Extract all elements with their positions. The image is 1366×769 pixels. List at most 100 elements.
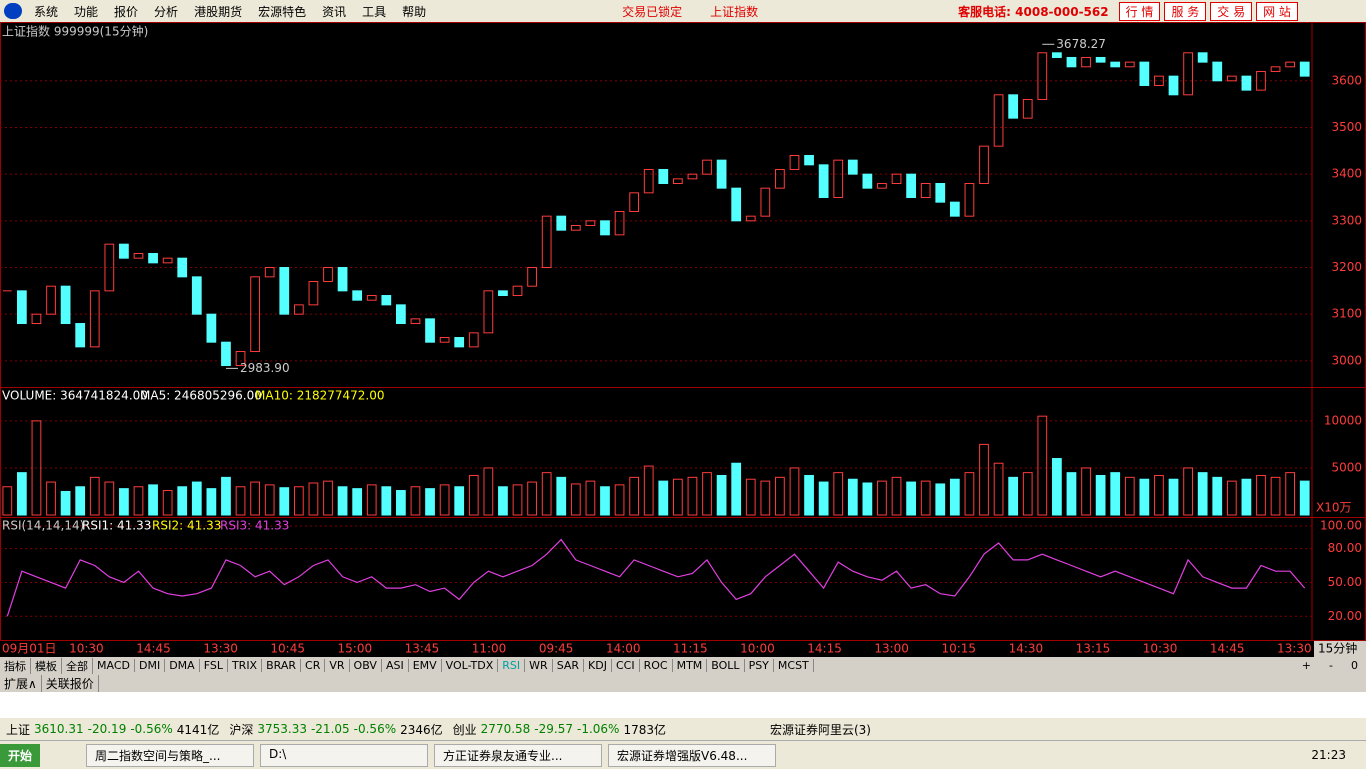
panel-border: [0, 22, 1366, 388]
tab[interactable]: VOL-TDX: [442, 659, 499, 672]
tab[interactable]: PSY: [745, 659, 774, 672]
menu-item[interactable]: 帮助: [402, 4, 427, 19]
tab[interactable]: ASI: [382, 659, 409, 672]
menu-button[interactable]: 网 站: [1256, 1, 1298, 21]
tab[interactable]: OBV: [350, 659, 382, 672]
tab[interactable]: KDJ: [584, 659, 612, 672]
y-tick-label: 3500: [1331, 120, 1362, 134]
task-window[interactable]: 周二指数空间与策略_...: [86, 743, 255, 767]
menu-item[interactable]: 港股期货: [194, 4, 243, 19]
menu-item[interactable]: 宏源特色: [258, 4, 307, 19]
tab[interactable]: TRIX: [228, 659, 263, 672]
tab[interactable]: EMV: [409, 659, 442, 672]
x-tick-label: 09:45: [539, 642, 574, 656]
volume-bar: [949, 478, 960, 516]
candle: [1212, 61, 1223, 82]
volume-bar: [964, 472, 975, 516]
candle: [410, 318, 421, 325]
candle: [527, 267, 537, 287]
y-tick-label: 3300: [1331, 213, 1362, 227]
menu-item[interactable]: 分析: [154, 4, 179, 19]
volume-bar: [935, 483, 946, 516]
tab[interactable]: 全部: [62, 657, 93, 674]
volume-bar: [425, 488, 435, 516]
tab[interactable]: FSL: [200, 659, 228, 672]
tab-control[interactable]: -: [1329, 659, 1333, 672]
volume-bar: [1299, 480, 1310, 516]
menu-item[interactable]: 功能: [74, 4, 99, 19]
menu-item[interactable]: 报价: [114, 4, 139, 19]
tab[interactable]: VR: [325, 659, 350, 672]
x-tick-label: 14:45: [1210, 642, 1245, 656]
menu-item[interactable]: 系统: [34, 4, 59, 19]
x-tick-label: 10:30: [1143, 642, 1178, 656]
candle: [1241, 75, 1252, 91]
volume-bar: [177, 486, 188, 516]
annotation-label: 3678.27: [1056, 37, 1106, 51]
tab[interactable]: SAR: [553, 659, 585, 672]
candle: [1154, 75, 1164, 86]
candle: [833, 159, 844, 198]
tab[interactable]: 模板: [31, 657, 62, 674]
x-tick-label: 14:45: [136, 642, 171, 656]
candle: [177, 257, 188, 278]
sub-tab[interactable]: 扩展∧: [0, 674, 42, 692]
candle: [585, 220, 596, 227]
x-tick-label: 11:00: [472, 642, 507, 656]
tab[interactable]: WR: [525, 659, 553, 672]
tab[interactable]: 指标: [0, 657, 31, 674]
y-tick-label: 50.00: [1328, 575, 1362, 589]
volume-bar: [702, 472, 712, 516]
tab[interactable]: DMI: [135, 659, 166, 672]
candle: [104, 243, 115, 292]
volume-bar: [760, 480, 771, 516]
candle: [556, 215, 567, 231]
menu-button[interactable]: 服 务: [1164, 1, 1207, 21]
candle: [1066, 56, 1077, 68]
tab[interactable]: DMA: [165, 659, 200, 672]
task-window[interactable]: D:\: [260, 743, 429, 767]
volume-bar: [789, 467, 800, 516]
server-name: 宏源证券阿里云(3): [769, 722, 871, 737]
volume-bar: [1270, 476, 1281, 516]
start-button[interactable]: 开始: [0, 743, 41, 767]
tab[interactable]: CR: [301, 659, 326, 672]
tab[interactable]: MCST: [774, 659, 814, 672]
menu-item[interactable]: 工具: [362, 4, 387, 19]
candle: [191, 276, 202, 315]
menu-button[interactable]: 行 情: [1118, 1, 1161, 21]
tab[interactable]: CCI: [612, 659, 640, 672]
hotline: 客服电话: 4008-000-562: [958, 4, 1109, 19]
candle: [60, 285, 71, 325]
task-window[interactable]: 宏源证券增强版V6.48...: [608, 743, 777, 767]
task-window[interactable]: 方正证券泉友通专业...: [434, 743, 603, 767]
period-label: 15分钟: [1318, 641, 1357, 656]
tab[interactable]: MTM: [673, 659, 708, 672]
candle: [964, 182, 975, 217]
tab[interactable]: RSI: [498, 659, 526, 672]
rsi-header: RSI2: 41.33: [152, 519, 221, 533]
tab-control[interactable]: 0: [1351, 659, 1358, 672]
sub-tab[interactable]: 关联报价: [42, 674, 99, 692]
volume-bar: [716, 474, 727, 516]
tab-control[interactable]: +: [1301, 659, 1312, 672]
volume-bar: [104, 481, 115, 516]
menu-button[interactable]: 交 易: [1210, 1, 1253, 21]
candle: [221, 341, 231, 367]
tab[interactable]: MACD: [93, 659, 135, 672]
x-tick-label: 13:45: [405, 642, 440, 656]
tab[interactable]: BOLL: [707, 659, 745, 672]
tab[interactable]: ROC: [640, 659, 673, 672]
volume-unit: X10万: [1316, 501, 1352, 515]
panel-border: [0, 517, 1366, 641]
volume-bar: [483, 467, 494, 516]
tab[interactable]: BRAR: [262, 659, 302, 672]
clock: 21:23: [1311, 748, 1346, 762]
candle: [235, 351, 246, 367]
status-field: 沪深: [229, 722, 254, 737]
volume-bar: [906, 481, 916, 516]
menu-item[interactable]: 资讯: [322, 4, 347, 19]
volume-bar: [1139, 478, 1150, 516]
volume-bar: [658, 480, 669, 516]
candle: [1183, 52, 1193, 96]
